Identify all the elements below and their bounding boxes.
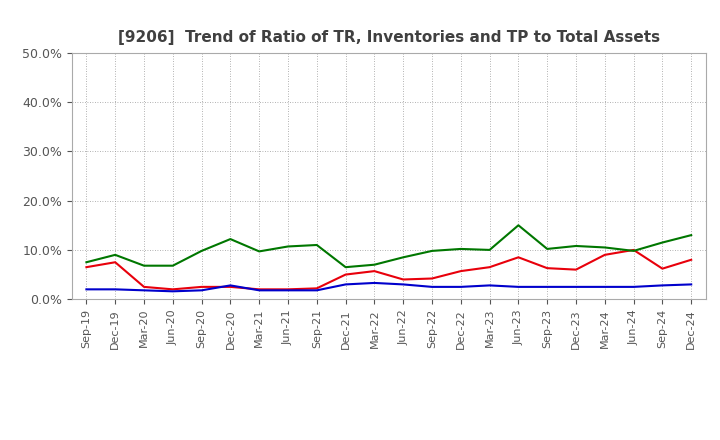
Trade Receivables	[687, 257, 696, 262]
Trade Payables	[226, 236, 235, 242]
Inventories	[226, 283, 235, 288]
Trade Payables	[82, 260, 91, 265]
Trade Payables	[197, 248, 206, 253]
Inventories	[428, 284, 436, 290]
Inventories	[197, 288, 206, 293]
Trade Receivables	[543, 265, 552, 271]
Inventories	[629, 284, 638, 290]
Inventories	[370, 280, 379, 286]
Inventories	[82, 287, 91, 292]
Title: [9206]  Trend of Ratio of TR, Inventories and TP to Total Assets: [9206] Trend of Ratio of TR, Inventories…	[118, 29, 660, 45]
Trade Receivables	[514, 255, 523, 260]
Trade Payables	[687, 232, 696, 238]
Trade Receivables	[111, 260, 120, 265]
Trade Receivables	[658, 266, 667, 271]
Trade Payables	[312, 242, 321, 248]
Trade Payables	[600, 245, 609, 250]
Trade Payables	[485, 247, 494, 253]
Trade Payables	[428, 248, 436, 253]
Inventories	[600, 284, 609, 290]
Trade Receivables	[168, 287, 177, 292]
Inventories	[572, 284, 580, 290]
Trade Payables	[456, 246, 465, 252]
Inventories	[312, 288, 321, 293]
Trade Payables	[111, 252, 120, 257]
Line: Trade Payables: Trade Payables	[86, 225, 691, 267]
Trade Receivables	[456, 268, 465, 274]
Trade Receivables	[341, 272, 350, 277]
Trade Receivables	[255, 287, 264, 292]
Inventories	[456, 284, 465, 290]
Line: Trade Receivables: Trade Receivables	[86, 250, 691, 290]
Inventories	[140, 288, 148, 293]
Inventories	[284, 288, 292, 293]
Trade Receivables	[140, 284, 148, 290]
Trade Payables	[629, 248, 638, 253]
Trade Payables	[572, 243, 580, 249]
Trade Payables	[168, 263, 177, 268]
Trade Receivables	[197, 284, 206, 290]
Inventories	[543, 284, 552, 290]
Trade Receivables	[485, 264, 494, 270]
Trade Payables	[543, 246, 552, 252]
Inventories	[658, 283, 667, 288]
Trade Receivables	[572, 267, 580, 272]
Trade Receivables	[82, 264, 91, 270]
Trade Payables	[399, 255, 408, 260]
Trade Payables	[284, 244, 292, 249]
Inventories	[687, 282, 696, 287]
Trade Receivables	[600, 252, 609, 257]
Trade Receivables	[370, 268, 379, 274]
Trade Receivables	[428, 276, 436, 281]
Inventories	[341, 282, 350, 287]
Inventories	[255, 288, 264, 293]
Trade Payables	[658, 240, 667, 245]
Trade Receivables	[226, 284, 235, 290]
Trade Receivables	[399, 277, 408, 282]
Inventories	[168, 289, 177, 294]
Trade Receivables	[312, 286, 321, 291]
Trade Receivables	[629, 247, 638, 253]
Inventories	[485, 283, 494, 288]
Trade Payables	[140, 263, 148, 268]
Inventories	[514, 284, 523, 290]
Trade Payables	[255, 249, 264, 254]
Inventories	[111, 287, 120, 292]
Trade Receivables	[284, 287, 292, 292]
Line: Inventories: Inventories	[86, 283, 691, 291]
Trade Payables	[370, 262, 379, 268]
Trade Payables	[514, 223, 523, 228]
Inventories	[399, 282, 408, 287]
Trade Payables	[341, 264, 350, 270]
